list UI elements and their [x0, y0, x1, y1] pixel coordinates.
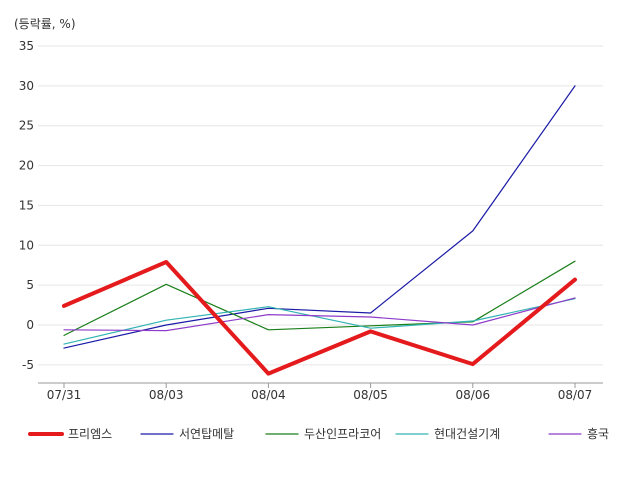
series-line-5: [63, 297, 576, 332]
x-tick-label: 08/03: [149, 388, 184, 402]
legend-label: 흥국: [587, 427, 609, 441]
y-tick-label: 0: [26, 318, 34, 332]
y-tick-label: 10: [19, 238, 34, 252]
y-tick-label: 35: [19, 39, 34, 53]
legend-label: 현대건설기계: [434, 427, 500, 441]
series-line-2: [63, 85, 576, 349]
gridlines: [38, 45, 603, 366]
y-tick-label: 20: [19, 159, 34, 173]
legend: 프리엠스 서연탑메탈 두산인프라코어 현대건설기계 흥국: [28, 427, 609, 441]
y-tick-label: 15: [19, 198, 34, 212]
x-axis-ticks: 07/31 08/03 08/04 08/05 08/06 08/07: [47, 383, 593, 402]
series-line-4: [63, 298, 576, 345]
y-tick-label: -5: [22, 358, 34, 372]
x-tick-label: 08/07: [558, 388, 593, 402]
unit-label: (등락률, %): [14, 17, 76, 31]
series-line-1: [62, 260, 577, 376]
series-line-3: [63, 260, 576, 336]
x-tick-label: 08/04: [251, 388, 286, 402]
y-tick-label: 5: [26, 278, 34, 292]
x-tick-label: 07/31: [47, 388, 82, 402]
legend-label: 두산인프라코어: [304, 427, 381, 441]
series-lines: [62, 85, 577, 376]
legend-label: 프리엠스: [68, 427, 112, 441]
x-tick-label: 08/06: [456, 388, 491, 402]
y-tick-label: 25: [19, 119, 34, 133]
y-tick-label: 30: [19, 79, 34, 93]
x-tick-label: 08/05: [353, 388, 388, 402]
legend-label: 서연탑메탈: [179, 427, 234, 441]
y-axis-ticks: 35 30 25 20 15 10 5 0 -5: [19, 39, 34, 372]
